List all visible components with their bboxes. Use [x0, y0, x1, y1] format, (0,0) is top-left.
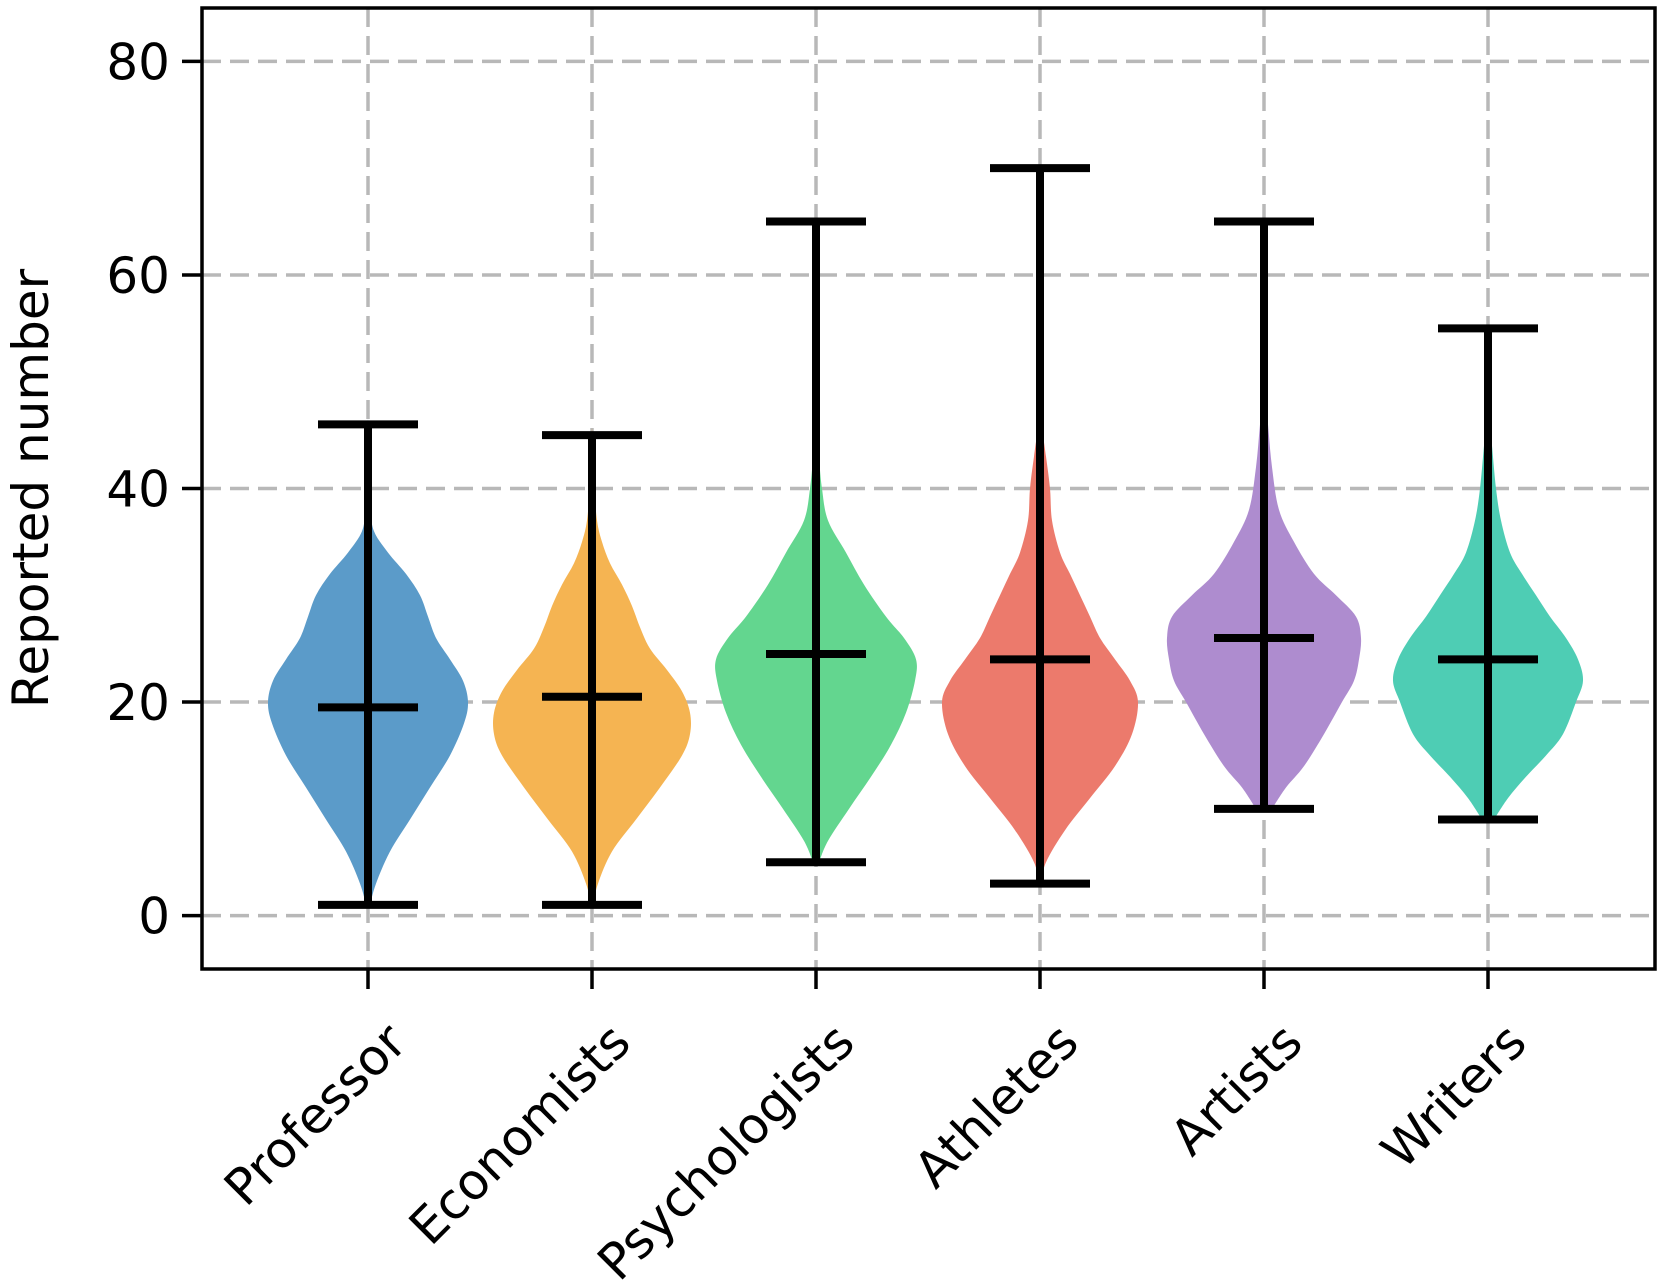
violin-statistics: [318, 164, 1538, 909]
y-tick-label: 20: [106, 674, 170, 732]
x-tick-label-artists: Artists: [1159, 1012, 1313, 1166]
x-tick-label-economists: Economists: [398, 1012, 641, 1255]
y-tick-label: 40: [106, 461, 170, 519]
y-axis-label: Reported number: [2, 268, 60, 708]
y-tick-label: 0: [138, 888, 170, 946]
y-tick-label: 60: [106, 247, 170, 305]
violins: [267, 376, 1584, 905]
y-axis-ticks: 0 20 40 60 80: [106, 33, 202, 946]
grid: [202, 8, 1655, 969]
x-tick-label-athletes: Athletes: [903, 1012, 1089, 1198]
x-tick-label-professor: Professor: [213, 1012, 418, 1217]
x-tick-label-writers: Writers: [1370, 1012, 1537, 1179]
y-tick-label: 80: [106, 33, 170, 91]
